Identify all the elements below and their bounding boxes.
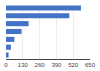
svg-text:650: 650 <box>85 62 96 68</box>
svg-text:0: 0 <box>4 62 8 68</box>
svg-text:130: 130 <box>18 62 29 68</box>
svg-text:260: 260 <box>35 62 46 68</box>
svg-text:520: 520 <box>68 62 79 68</box>
svg-text:390: 390 <box>51 62 62 68</box>
